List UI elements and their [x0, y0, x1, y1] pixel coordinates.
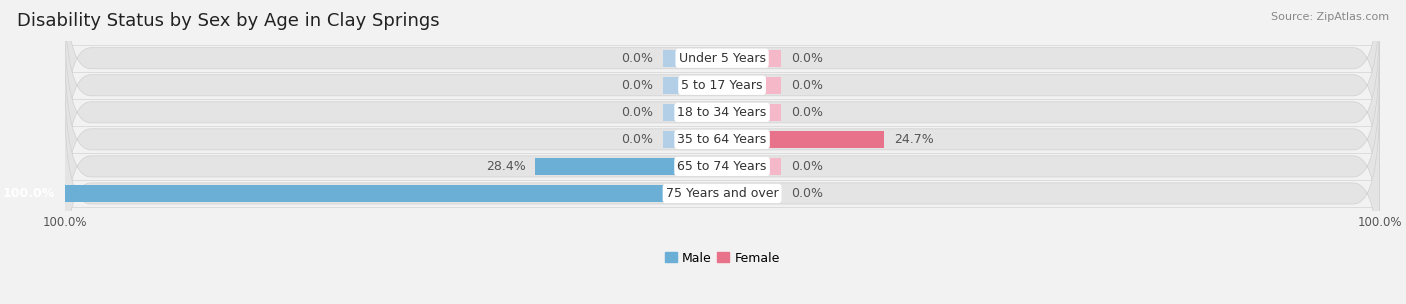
Bar [723, 185, 782, 202]
FancyBboxPatch shape [65, 0, 1379, 156]
Bar [723, 104, 782, 121]
Text: 0.0%: 0.0% [621, 133, 652, 146]
Text: Source: ZipAtlas.com: Source: ZipAtlas.com [1271, 12, 1389, 22]
Text: 0.0%: 0.0% [792, 79, 823, 92]
Bar [536, 158, 723, 175]
Text: 0.0%: 0.0% [621, 106, 652, 119]
Text: 65 to 74 Years: 65 to 74 Years [678, 160, 766, 173]
Bar [723, 158, 782, 175]
FancyBboxPatch shape [65, 96, 1379, 291]
FancyBboxPatch shape [65, 42, 1379, 237]
Text: Under 5 Years: Under 5 Years [679, 52, 766, 65]
Bar [723, 77, 782, 94]
Text: Disability Status by Sex by Age in Clay Springs: Disability Status by Sex by Age in Clay … [17, 12, 440, 30]
Bar [723, 50, 782, 67]
Text: 18 to 34 Years: 18 to 34 Years [678, 106, 766, 119]
Text: 24.7%: 24.7% [894, 133, 934, 146]
Bar [723, 131, 884, 148]
Text: 0.0%: 0.0% [621, 79, 652, 92]
Bar [65, 185, 723, 202]
Bar [662, 77, 723, 94]
FancyBboxPatch shape [65, 0, 1379, 183]
Legend: Male, Female: Male, Female [659, 247, 785, 270]
Text: 0.0%: 0.0% [792, 106, 823, 119]
Text: 0.0%: 0.0% [792, 52, 823, 65]
Text: 28.4%: 28.4% [485, 160, 526, 173]
Text: 0.0%: 0.0% [621, 52, 652, 65]
Text: 100.0%: 100.0% [3, 187, 55, 200]
FancyBboxPatch shape [65, 69, 1379, 264]
Text: 0.0%: 0.0% [792, 160, 823, 173]
Text: 75 Years and over: 75 Years and over [666, 187, 779, 200]
FancyBboxPatch shape [65, 15, 1379, 210]
Text: 0.0%: 0.0% [792, 187, 823, 200]
Bar [662, 104, 723, 121]
Bar [662, 50, 723, 67]
Bar [662, 131, 723, 148]
Text: 5 to 17 Years: 5 to 17 Years [682, 79, 763, 92]
Text: 35 to 64 Years: 35 to 64 Years [678, 133, 766, 146]
